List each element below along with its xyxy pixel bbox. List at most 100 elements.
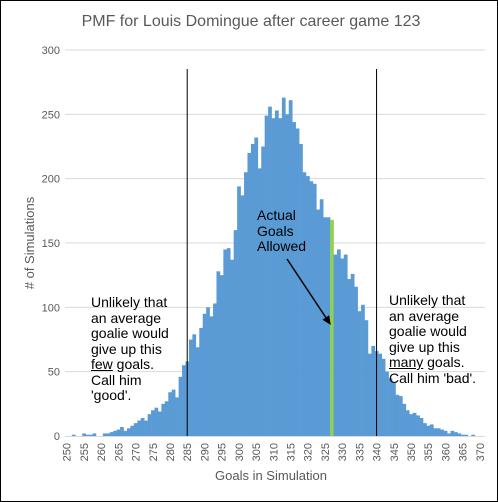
bar-258 [92,433,97,436]
bar-273 [144,420,148,436]
x-tick-310: 310 [268,443,280,461]
bar-270 [133,423,138,436]
bar-334 [354,286,358,436]
bar-357 [433,428,438,436]
bar-323 [316,209,321,436]
bar-315 [288,100,293,437]
bar-346 [395,394,400,436]
bar-277 [157,411,162,436]
x-tick-285: 285 [182,443,194,461]
x-tick-280: 280 [165,443,177,461]
bar-269 [130,425,135,436]
bar-363 [454,432,458,436]
bar-347 [398,396,403,436]
bar-298 [230,259,234,436]
bar-353 [419,417,424,436]
x-tick-260: 260 [96,443,108,461]
annotation-left-line-2: an average [91,309,162,326]
bar-356 [429,424,434,436]
x-tick-295: 295 [217,443,229,461]
bar-319 [302,172,307,436]
bars [71,97,475,437]
bar-314 [285,114,290,436]
x-tick-265: 265 [113,443,125,461]
annotation-right-line-5: many goals. [389,354,465,370]
bar-351 [412,412,417,436]
bar-331 [343,254,348,436]
bar-294 [216,271,221,436]
y-tick-300: 300 [42,45,60,57]
x-tick-290: 290 [199,443,211,461]
bar-361 [447,433,451,436]
bar-329 [336,249,341,436]
bar-338 [367,353,372,436]
bar-266 [120,426,124,436]
bar-318 [299,143,303,436]
bar-272 [140,417,145,436]
bar-252 [71,434,76,436]
bar-368 [471,434,475,436]
bar-350 [409,414,414,436]
bar-280 [168,392,173,436]
bar-320 [305,176,310,437]
bar-304 [250,143,255,436]
bar-302 [244,172,248,436]
bar-256 [85,434,90,436]
bar-267 [123,430,128,436]
bar-352 [416,415,420,436]
annotation-actual-goals: Actual Goals Allowed [257,207,306,255]
x-tick-355: 355 [423,443,435,461]
bar-358 [436,428,441,436]
bar-highlight-327 [330,219,334,436]
annotation-arrowhead [322,315,331,325]
bar-341 [378,353,383,436]
x-tick-250: 250 [62,443,74,461]
annotation-actual-line-1: Actual [257,207,296,223]
bar-255 [82,433,86,436]
bar-355 [426,425,431,436]
reference-lines [186,69,378,436]
bar-293 [213,303,217,436]
annotation-right-line-6: Call him 'bad'. [389,369,477,386]
x-tick-325: 325 [320,443,332,461]
x-tick-335: 335 [354,443,366,461]
x-tick-305: 305 [251,443,263,461]
bar-313 [281,97,286,437]
bar-348 [402,403,407,436]
bar-303 [247,152,252,436]
bar-332 [347,279,352,436]
bar-354 [423,423,427,436]
x-tick-300: 300 [234,443,246,461]
annotation-right: Unlikely that an average goalie would gi… [389,292,477,386]
bar-289 [199,327,204,436]
bar-275 [151,410,155,436]
bar-300 [237,186,241,436]
bar-335 [357,311,362,436]
bar-288 [195,347,200,436]
bar-326 [326,217,331,436]
x-tick-340: 340 [372,443,384,461]
bar-339 [371,345,376,436]
bar-279 [164,401,169,436]
bar-311 [275,110,279,437]
annotation-left: Unlikely that an average goalie would gi… [91,294,169,404]
y-tick-labels: 0 50 100 150 200 250 300 [42,45,60,443]
bar-312 [278,118,283,437]
annotation-left-line-1: Unlikely that [91,294,168,310]
bar-284 [182,365,186,436]
x-tick-370: 370 [475,443,487,461]
x-tick-255: 255 [79,443,91,461]
annotation-right-line-3: goalie would [389,323,467,339]
bar-328 [333,254,338,436]
y-tick-200: 200 [42,174,60,186]
x-tick-345: 345 [389,443,401,461]
bar-281 [171,389,176,436]
bar-359 [440,429,444,436]
x-tick-360: 360 [440,443,452,461]
bar-321 [309,181,314,436]
bar-336 [361,304,365,436]
annotation-actual-line-2: Goals [257,222,294,239]
bar-291 [206,307,210,436]
x-tick-270: 270 [131,443,143,461]
